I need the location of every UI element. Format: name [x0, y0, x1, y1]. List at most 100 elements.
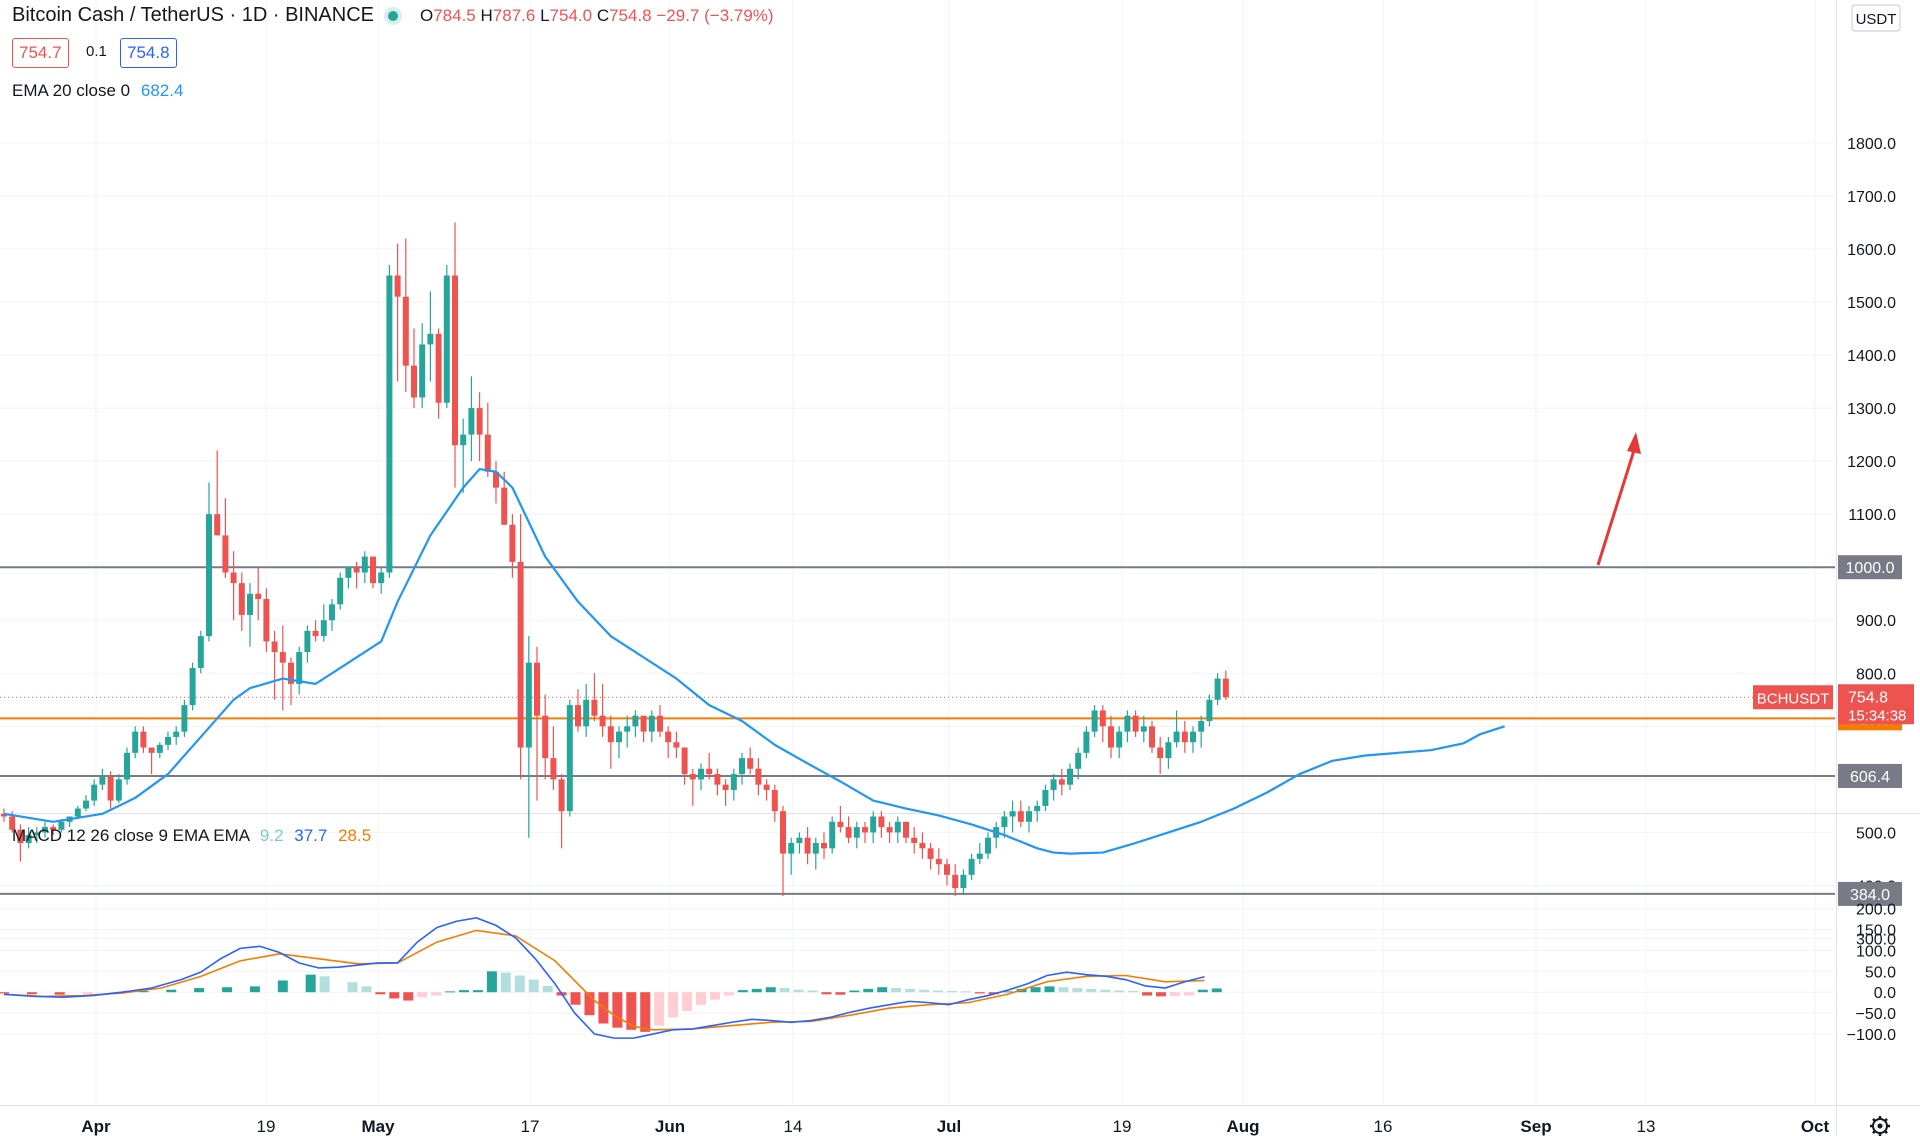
candle[interactable]: [878, 811, 885, 838]
candle[interactable]: [1222, 670, 1229, 700]
candle[interactable]: [788, 837, 795, 875]
candle[interactable]: [386, 264, 393, 578]
candle[interactable]: [255, 567, 262, 621]
candle[interactable]: [976, 843, 983, 865]
macd-line[interactable]: [3, 917, 1205, 1039]
candle[interactable]: [329, 599, 335, 631]
candle[interactable]: [378, 567, 385, 594]
candle[interactable]: [927, 843, 934, 870]
level-label-box[interactable]: [1838, 881, 1902, 906]
candle[interactable]: [747, 747, 754, 775]
level-label-box[interactable]: [1838, 763, 1902, 788]
candle[interactable]: [780, 805, 786, 897]
candle[interactable]: [1181, 721, 1188, 753]
candle[interactable]: [525, 636, 532, 838]
candle[interactable]: [944, 858, 950, 886]
candle[interactable]: [673, 731, 680, 759]
candle[interactable]: [173, 726, 180, 745]
candle[interactable]: [394, 243, 401, 382]
current-price-box[interactable]: [1838, 684, 1914, 725]
candle[interactable]: [829, 816, 836, 854]
candle[interactable]: [320, 604, 327, 642]
candle[interactable]: [1001, 811, 1008, 838]
candle[interactable]: [115, 774, 122, 804]
ask-price-box[interactable]: 754.8: [120, 38, 177, 68]
candle[interactable]: [796, 832, 803, 854]
candle[interactable]: [681, 747, 688, 785]
candle[interactable]: [493, 461, 499, 504]
symbol-tag[interactable]: [1753, 685, 1833, 710]
candle[interactable]: [370, 556, 376, 589]
candle[interactable]: [288, 657, 294, 706]
candle[interactable]: [1132, 710, 1139, 737]
settings-gear-icon[interactable]: [1870, 1116, 1890, 1136]
candle[interactable]: [624, 715, 631, 748]
candle[interactable]: [616, 726, 622, 759]
candle[interactable]: [542, 694, 549, 780]
candle[interactable]: [911, 827, 918, 854]
candle[interactable]: [534, 646, 540, 801]
candle[interactable]: [435, 328, 442, 419]
candle[interactable]: [1214, 673, 1221, 706]
candle[interactable]: [124, 747, 130, 785]
candle[interactable]: [443, 264, 450, 409]
candle[interactable]: [665, 726, 672, 759]
candle[interactable]: [1116, 726, 1123, 759]
trend-arrow-head[interactable]: [1627, 432, 1641, 454]
candle[interactable]: [484, 402, 491, 478]
candle[interactable]: [107, 771, 114, 809]
candle[interactable]: [566, 699, 573, 817]
candle[interactable]: [337, 572, 344, 610]
macd-legend[interactable]: MACD 12 26 close 9 EMA EMA 9.2 37.7 28.5: [12, 826, 371, 846]
time-axis[interactable]: Apr 19 May 17 Jun 14 Jul 19 Aug 16 Sep 13 Oct: [81, 1117, 1829, 1136]
candle[interactable]: [607, 715, 614, 769]
candle[interactable]: [1149, 721, 1155, 753]
candle[interactable]: [156, 742, 163, 759]
candle[interactable]: [345, 567, 352, 589]
candle[interactable]: [148, 747, 155, 775]
candle[interactable]: [517, 514, 524, 780]
candle[interactable]: [25, 827, 32, 849]
candle[interactable]: [1058, 768, 1065, 796]
candle[interactable]: [1050, 774, 1057, 801]
candle[interactable]: [886, 821, 893, 844]
candle[interactable]: [1083, 726, 1090, 759]
symbol-title[interactable]: Bitcoin Cash / TetherUS · 1D · BINANCE: [12, 4, 374, 26]
candle[interactable]: [312, 620, 319, 642]
bid-price-box[interactable]: 754.7: [12, 38, 69, 68]
candle[interactable]: [640, 715, 647, 743]
symbol-legend[interactable]: Bitcoin Cash / TetherUS · 1D · BINANCE O7…: [12, 4, 774, 27]
candle[interactable]: [1017, 800, 1024, 828]
candle[interactable]: [591, 673, 598, 722]
candle[interactable]: [862, 821, 868, 844]
candle[interactable]: [575, 689, 581, 732]
candle[interactable]: [1206, 694, 1213, 727]
trend-arrow-shaft[interactable]: [1596, 443, 1638, 566]
candle[interactable]: [599, 683, 606, 737]
candle[interactable]: [509, 514, 516, 578]
candle[interactable]: [1190, 726, 1196, 753]
candle[interactable]: [1124, 710, 1131, 743]
candle[interactable]: [83, 795, 89, 812]
candle[interactable]: [1140, 715, 1147, 743]
candle[interactable]: [427, 291, 434, 382]
candle[interactable]: [763, 779, 770, 801]
candle[interactable]: [353, 561, 360, 589]
candle[interactable]: [1009, 800, 1016, 833]
candle[interactable]: [271, 630, 278, 700]
candle[interactable]: [419, 323, 426, 409]
candle[interactable]: [132, 726, 139, 759]
candle[interactable]: [755, 758, 762, 796]
candle[interactable]: [714, 768, 721, 796]
macd-axis[interactable]: 200.0 150.0 100.0 50.0 0.0 −50.0 −100.0: [1847, 902, 1896, 1044]
candle[interactable]: [1075, 747, 1082, 780]
candle[interactable]: [263, 588, 270, 653]
candle[interactable]: [952, 864, 959, 897]
candle[interactable]: [247, 583, 253, 647]
candle[interactable]: [689, 768, 696, 806]
candle[interactable]: [558, 774, 565, 849]
candle[interactable]: [1091, 705, 1098, 737]
candle[interactable]: [870, 811, 877, 844]
candle[interactable]: [165, 731, 171, 751]
